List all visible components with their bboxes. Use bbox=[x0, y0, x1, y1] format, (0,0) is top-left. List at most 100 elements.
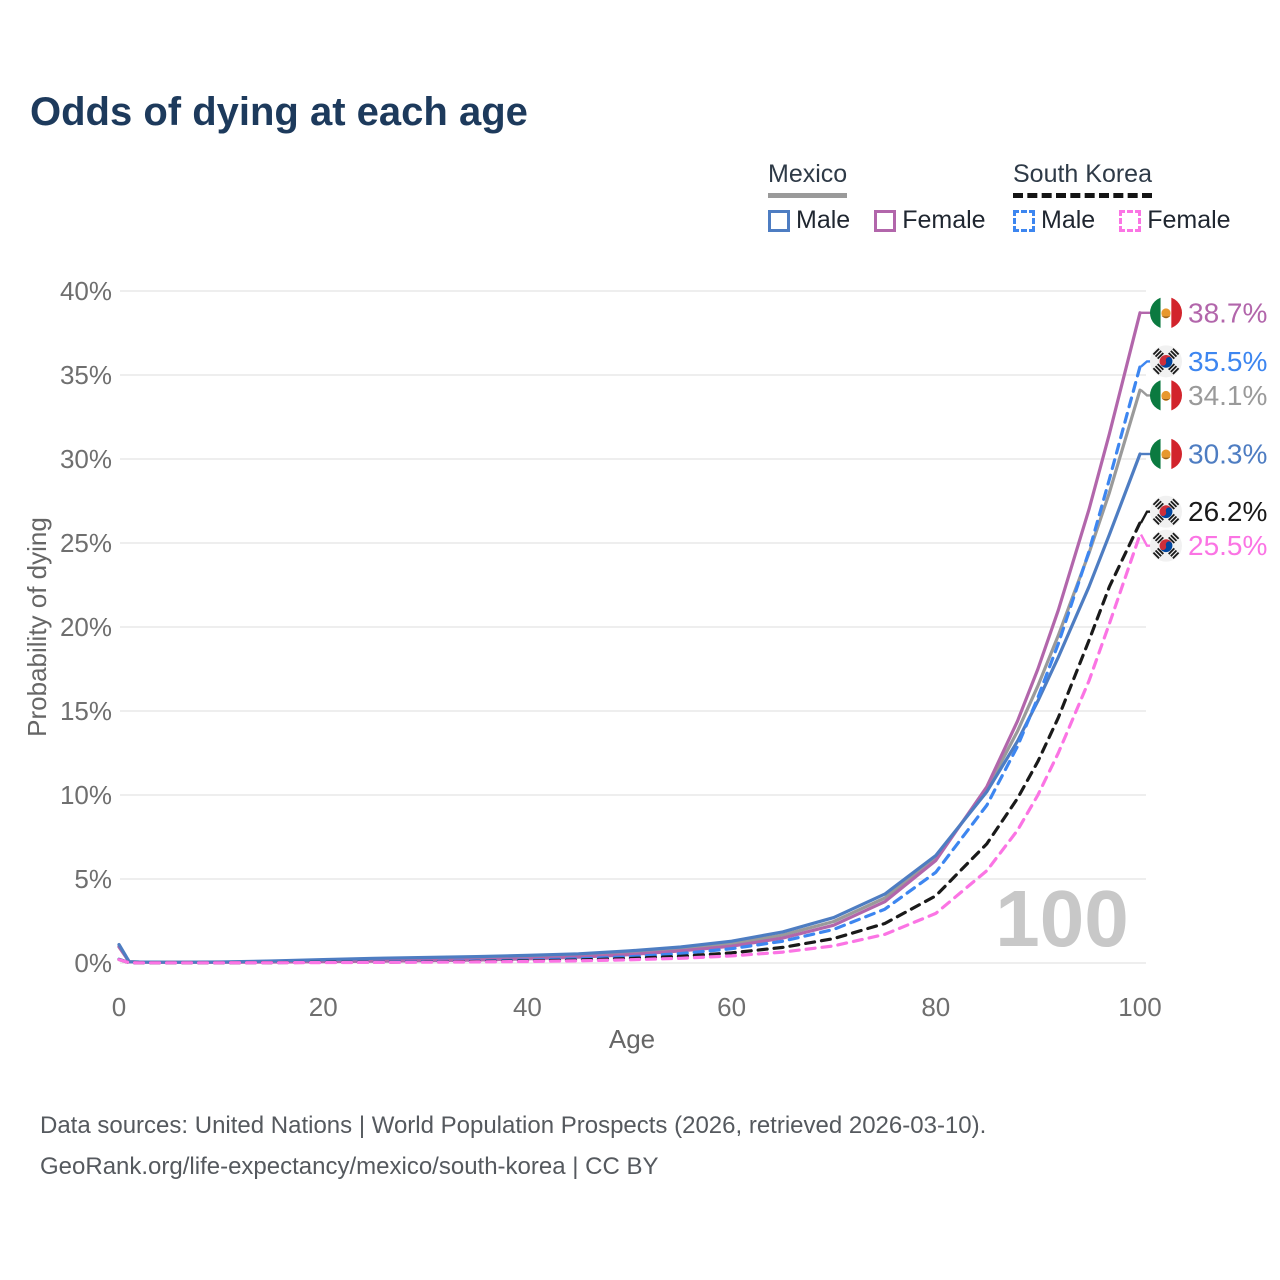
end-leader-south-korea-total bbox=[1139, 510, 1151, 524]
taegeuk-red-dot bbox=[1159, 543, 1167, 551]
trigram-bar bbox=[1170, 515, 1178, 523]
page-title: Odds of dying at each age bbox=[30, 90, 528, 134]
mexico-flag-stripes bbox=[1150, 437, 1182, 470]
trigram-bar bbox=[1154, 515, 1162, 523]
stripe-green bbox=[1150, 437, 1161, 470]
legend-label-mexico-male[interactable]: Male bbox=[796, 206, 851, 234]
endlabel-layer: 38.7% 35.5%34.1% 30.3% 26.2%25.5% bbox=[1139, 296, 1267, 562]
taegeuk bbox=[1159, 505, 1173, 519]
legend-group-south-korea: South Korea Male Female bbox=[1013, 160, 1249, 235]
trigram bbox=[1152, 532, 1164, 544]
end-leader-south-korea-male bbox=[1140, 360, 1151, 368]
legend-swatch-south-korea-female[interactable] bbox=[1119, 209, 1142, 232]
legend-label-mexico-female[interactable]: Female bbox=[902, 206, 986, 234]
trigram-bar bbox=[1168, 513, 1175, 521]
x-tick-label-60: 60 bbox=[717, 992, 746, 1022]
stripe-red bbox=[1171, 437, 1182, 470]
trigram-bar bbox=[1172, 348, 1180, 356]
footer: Data sources: United Nations | World Pop… bbox=[40, 1105, 986, 1187]
y-tick-label-25: 25% bbox=[60, 528, 112, 558]
legend-header-mexico: Mexico bbox=[768, 160, 848, 198]
trigram-bar bbox=[1154, 549, 1162, 557]
end-value-label-mexico-total: 34.1% bbox=[1188, 380, 1267, 411]
coat-of-arms bbox=[1161, 449, 1171, 460]
end-value-label-mexico-female: 38.7% bbox=[1188, 297, 1267, 328]
trigram-bar bbox=[1170, 350, 1178, 358]
taegeuk-blue-dot bbox=[1165, 541, 1173, 548]
series-line-mexico-male[interactable] bbox=[117, 452, 1142, 964]
trigram bbox=[1152, 348, 1164, 360]
y-tick-label-30: 30% bbox=[60, 444, 112, 474]
trigram-bar bbox=[1168, 352, 1175, 360]
trigram-bar bbox=[1168, 536, 1175, 544]
series-line-south-korea-female[interactable] bbox=[117, 533, 1142, 965]
x-tick-label-80: 80 bbox=[921, 992, 950, 1022]
mexico-flag-icon bbox=[1150, 437, 1182, 470]
footer-data-sources: Data sources: United Nations | World Pop… bbox=[40, 1112, 987, 1139]
grid-layer bbox=[120, 290, 1146, 964]
south-korea-flag-icon bbox=[1150, 345, 1182, 378]
trigram-bar bbox=[1168, 363, 1175, 371]
taegeuk bbox=[1159, 539, 1173, 553]
end-value-label-south-korea-female: 25.5% bbox=[1188, 530, 1267, 561]
taegeuk-blue-dot bbox=[1165, 507, 1173, 514]
y-tick-label-20: 20% bbox=[60, 612, 112, 642]
age-watermark: 100 bbox=[995, 874, 1128, 963]
end-leader-mexico-total bbox=[1140, 389, 1151, 397]
stripe-red bbox=[1171, 379, 1182, 412]
y-tick-label-0: 0% bbox=[74, 948, 112, 978]
trigram-bar bbox=[1154, 350, 1162, 358]
trigram-bar bbox=[1172, 367, 1180, 375]
coat-of-arms bbox=[1161, 308, 1171, 319]
legend-header-south-korea: South Korea bbox=[1013, 160, 1152, 198]
series-line-mexico-total[interactable] bbox=[117, 388, 1142, 964]
trigram bbox=[1168, 498, 1180, 510]
legend-swatch-south-korea-male[interactable] bbox=[1013, 209, 1035, 232]
x-tick-label-100: 100 bbox=[1118, 992, 1161, 1022]
trigram-bar bbox=[1170, 365, 1178, 373]
trigram-bar bbox=[1152, 367, 1160, 375]
y-tick-label-5: 5% bbox=[74, 864, 112, 894]
series-line-south-korea-male[interactable] bbox=[117, 365, 1142, 965]
trigram bbox=[1168, 532, 1180, 544]
trigram bbox=[1152, 513, 1164, 525]
footer-attribution: GeoRank.org/life-expectancy/mexico/south… bbox=[40, 1153, 659, 1180]
legend-label-south-korea-male[interactable]: Male bbox=[1041, 206, 1096, 234]
trigram-bar bbox=[1157, 352, 1164, 360]
coat-of-arms-base bbox=[1161, 398, 1171, 401]
trigram-bar bbox=[1157, 536, 1164, 544]
trigram-bar bbox=[1157, 502, 1164, 510]
trigram bbox=[1168, 348, 1180, 360]
south-korea-flag-icon bbox=[1150, 495, 1182, 528]
taegeuk bbox=[1159, 354, 1173, 368]
trigram-bar bbox=[1157, 363, 1164, 371]
x-tick-label-0: 0 bbox=[112, 992, 126, 1022]
legend-label-south-korea-female[interactable]: Female bbox=[1147, 206, 1231, 234]
legend-swatch-mexico-male[interactable] bbox=[768, 209, 790, 232]
series-layer bbox=[117, 311, 1142, 965]
end-value-label-south-korea-total: 26.2% bbox=[1188, 496, 1267, 527]
end-value-label-mexico-male: 30.3% bbox=[1188, 438, 1267, 469]
trigram bbox=[1168, 513, 1180, 525]
trigram-bar bbox=[1170, 549, 1178, 557]
stripe-green bbox=[1150, 296, 1161, 329]
trigram bbox=[1152, 498, 1164, 510]
trigram bbox=[1168, 547, 1180, 559]
trigram bbox=[1152, 363, 1164, 375]
trigram-bar bbox=[1157, 547, 1164, 555]
trigram-bar bbox=[1170, 500, 1178, 508]
mexico-flag-icon bbox=[1150, 296, 1182, 329]
trigram-bar bbox=[1154, 534, 1162, 542]
taegeuk-blue-dot bbox=[1165, 357, 1173, 364]
mexico-flag-icon bbox=[1150, 379, 1182, 412]
series-line-south-korea-total[interactable] bbox=[117, 521, 1142, 965]
y-tick-label-15: 15% bbox=[60, 696, 112, 726]
trigram bbox=[1152, 547, 1164, 559]
trigram-bar bbox=[1172, 518, 1180, 525]
series-line-mexico-female[interactable] bbox=[117, 311, 1142, 964]
taegeuk-red-dot bbox=[1159, 509, 1167, 517]
trigram-bar bbox=[1152, 518, 1160, 525]
legend-swatch-mexico-female[interactable] bbox=[874, 209, 897, 232]
